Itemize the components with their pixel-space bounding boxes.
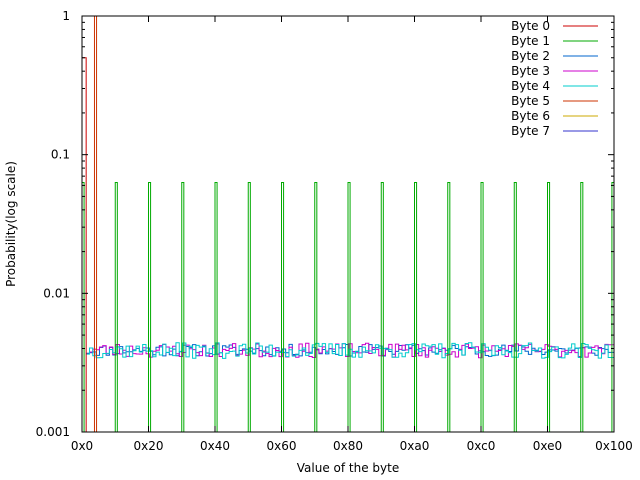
legend-label: Byte 2 [511,49,550,63]
x-axis: 0x0 0x20 0x40 0x60 0x80 0xa0 0xc0 0xe0 0x100 [71,16,633,453]
legend-label: Byte 1 [511,34,550,48]
legend-label: Byte 3 [511,64,550,78]
y-tick-label: 0.1 [51,148,70,162]
y-tick-label: 0.01 [43,286,70,300]
legend-label: Byte 5 [511,94,550,108]
series-5-line [93,15,98,432]
series-1-line [81,181,615,433]
y-axis: 1 0.1 0.01 0.001 [36,9,614,439]
x-tick-label: 0xc0 [467,439,496,453]
x-tick-label: 0x20 [133,439,163,453]
legend-label: Byte 7 [511,124,550,138]
x-tick-label: 0xa0 [400,439,430,453]
x-tick-label: 0x100 [595,439,633,453]
y-axis-label: Probability(log scale) [4,161,18,287]
x-tick-label: 0x40 [200,439,230,453]
legend-label: Byte 0 [511,19,550,33]
x-tick-label: 0x60 [266,439,296,453]
y-tick-label: 1 [62,9,70,23]
x-tick-label: 0x80 [333,439,363,453]
y-tick-label: 0.001 [36,425,70,439]
series-4-line [86,342,614,359]
legend-label: Byte 6 [511,109,550,123]
x-axis-label: Value of the byte [297,461,399,475]
x-tick-label: 0xe0 [533,439,562,453]
x-tick-label: 0x0 [71,439,93,453]
legend-label: Byte 4 [511,79,550,93]
